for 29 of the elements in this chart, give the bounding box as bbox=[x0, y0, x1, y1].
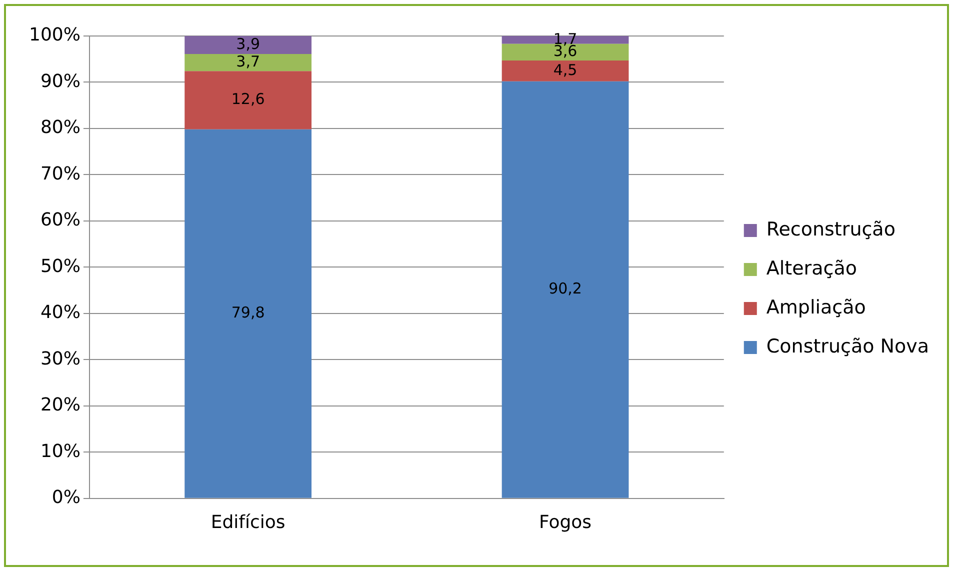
legend-label: Reconstrução bbox=[766, 218, 896, 240]
legend-label: Ampliação bbox=[766, 296, 866, 318]
y-tick-label: 10% bbox=[40, 440, 80, 462]
y-tick-label: 100% bbox=[28, 24, 80, 46]
y-tick-label: 50% bbox=[40, 256, 80, 277]
y-tick-label: 30% bbox=[40, 348, 80, 370]
data-label: 79,8 bbox=[231, 304, 265, 322]
data-label: 90,2 bbox=[548, 280, 582, 298]
x-tick-label: Edifícios bbox=[210, 512, 286, 533]
y-tick-label: 70% bbox=[40, 163, 80, 184]
data-label: 4,5 bbox=[553, 60, 578, 79]
bar bbox=[184, 71, 312, 130]
data-label: 3,9 bbox=[236, 34, 260, 53]
bar bbox=[184, 129, 312, 498]
bar bbox=[184, 36, 312, 54]
bar bbox=[184, 54, 312, 72]
legend-label: Alteração bbox=[766, 257, 857, 280]
data-label: 3,7 bbox=[236, 52, 260, 70]
bar bbox=[502, 60, 629, 82]
y-tick-label: 40% bbox=[40, 302, 80, 324]
legend-label: Construção Nova bbox=[766, 335, 930, 358]
bar bbox=[502, 81, 629, 498]
y-tick-label: 0% bbox=[52, 487, 80, 508]
y-tick-label: 60% bbox=[40, 210, 80, 231]
y-tick-label: 80% bbox=[40, 117, 80, 138]
y-tick-label: 90% bbox=[40, 70, 80, 92]
data-label: 12,6 bbox=[231, 90, 265, 108]
y-tick-label: 20% bbox=[40, 394, 80, 416]
x-tick-label: Fogos bbox=[539, 512, 592, 533]
